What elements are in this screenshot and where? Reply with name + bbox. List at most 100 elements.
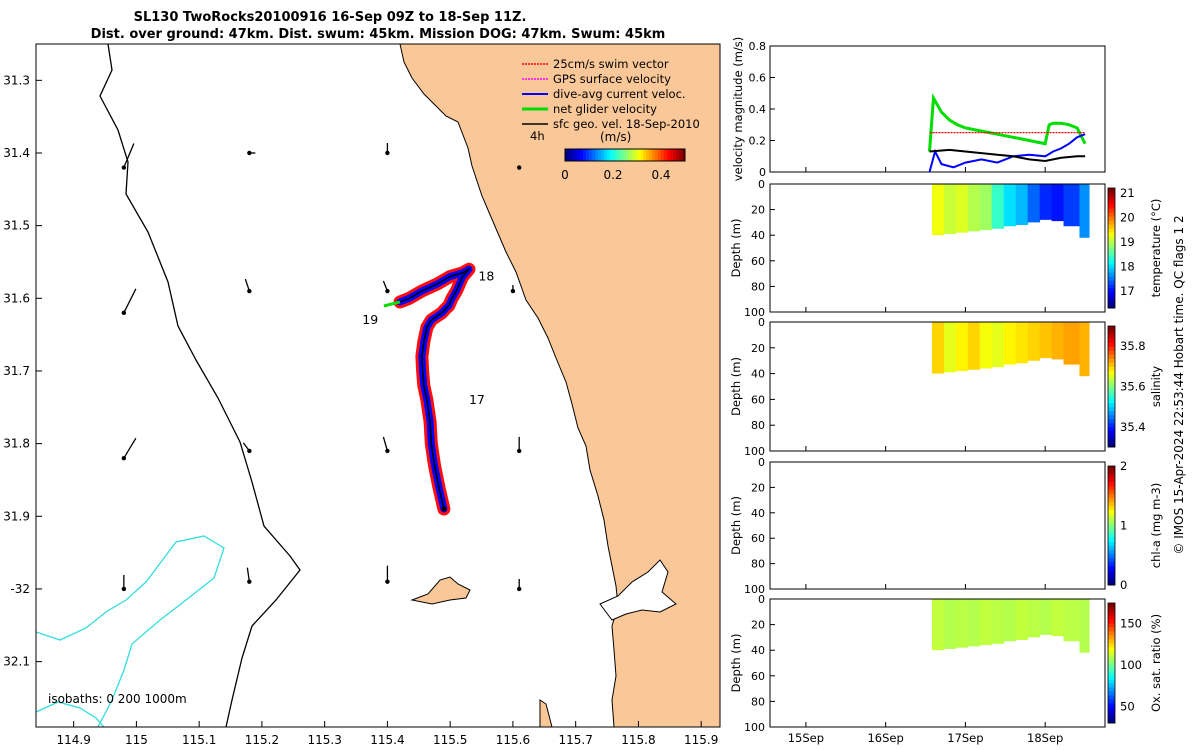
depth-tick-label: 60 [751,255,765,268]
depth-tick-label: 80 [751,280,765,293]
geo-vector-head [121,586,127,592]
section-colorbar-swatch [1108,224,1115,229]
section-colorbar-swatch [1108,711,1115,716]
section-colorbar-swatch [1108,509,1115,515]
section-data-cell [1051,184,1065,222]
geo-vector [246,567,251,582]
colorbar-swatch [658,149,662,161]
section-colorbar-swatch [1108,228,1115,233]
colorbar-swatch [661,149,665,161]
isobath-label: isobaths: 0 200 1000m [48,692,187,706]
day-label: 18 [478,269,494,284]
colorbar-swatch [670,149,674,161]
section-data-cell [1027,184,1041,223]
geo-vector-head [247,288,252,294]
depth-axis-label: Depth (m) [729,496,743,555]
section-colorbar-swatch [1108,342,1115,347]
geo-vector-head [121,455,127,461]
section-colorbar-swatch [1108,366,1115,371]
map-x-tick-label: 115.6 [496,733,530,747]
section-colorbar-swatch [1108,473,1115,479]
section-colorbar-swatch [1108,553,1115,558]
section-colorbar-swatch [1108,663,1115,668]
section-data-cell [967,322,981,370]
legend-gps-label: GPS surface velocity [553,72,671,86]
colorbar-swatch [595,149,599,161]
geo-vector-head [516,448,522,454]
section-data-cell [1015,599,1029,640]
depth-tick-label: 0 [758,456,765,469]
geo-vector-head [247,579,252,584]
map-colorbar: 0 0.2 0.4 [561,148,686,182]
isobath-1000m [36,535,225,727]
section-colorbar-swatch [1108,577,1115,582]
colorbar-swatch [673,149,677,161]
rottnest-island [410,576,471,605]
section-background [770,462,1105,589]
isobath-1000m-lower [36,701,105,727]
velocity-y-tick-label: 0.2 [749,135,767,148]
colorbar-tick-label: 0 [561,168,569,182]
section-colorbar-swatch [1108,338,1115,343]
map-y-tick-label: 31.5 [3,219,30,233]
velocity-y-label: velocity magnitude (m/s) [731,37,745,182]
map-x-tick-label: 115.4 [370,733,404,747]
section-colorbar-swatch [1108,493,1115,499]
colorbar-swatch [607,149,611,161]
colorbar-swatch [655,149,659,161]
colorbar-swatch [682,149,686,161]
section-data-cell [931,184,945,236]
time-tick-label: 18Sep [1027,731,1063,745]
section-colorbar-swatch [1108,691,1115,696]
map-x-tick-label: 115.8 [621,733,655,747]
legend-swim-label: 25cm/s swim vector [553,57,669,71]
depth-tick-label: 100 [744,583,765,596]
depth-tick-label: 80 [751,695,765,708]
map-y-tick-label: -32 [10,582,30,596]
geo-vector-head [247,448,252,454]
section-data-cell [1063,599,1080,642]
section-colorbar-swatch [1108,537,1115,542]
section-colorbar-swatch [1108,533,1115,538]
colorbar-swatch [676,149,680,161]
section-colorbar-swatch [1108,354,1115,359]
map-x-tick-label: 115.1 [182,733,216,747]
section-colorbar-swatch [1108,422,1115,428]
section-colorbar-swatch [1108,240,1115,245]
time-tick-label: 15Sep [788,731,824,745]
section-colorbar-swatch [1108,557,1115,562]
colorbar-tick-label: 0.2 [603,168,622,182]
colorbar-swatch [622,149,626,161]
title-line-2: Dist. over ground: 47km. Dist. swum: 45k… [91,27,666,42]
section-colorbar-swatch [1108,501,1115,507]
section-colorbar-swatch [1108,521,1115,526]
track-start-marker [441,506,447,512]
depth-tick-label: 0 [758,316,765,329]
section-colorbar-swatch [1108,292,1115,297]
section-colorbar-swatch [1108,607,1115,612]
section-colorbar-swatch [1108,252,1115,257]
colorbar-tick-label: 0.4 [651,168,670,182]
section-colorbar-tick-label: 100 [1120,658,1142,672]
depth-tick-label: 80 [751,558,765,571]
section-colorbar-swatch [1108,627,1115,632]
section-data-cell [967,599,981,647]
glider-track [399,268,470,510]
section-colorbar-swatch [1108,264,1115,269]
colorbar-swatch [628,149,632,161]
section-frame [769,183,1106,313]
section-colorbar-tick-label: 21 [1120,186,1135,200]
map-y-tick-label: 31.9 [3,509,30,523]
section-data-cell [1079,322,1090,377]
map-y-tick-label: 31.3 [3,73,30,87]
title-line-1: SL130 TwoRocks20100916 16-Sep 09Z to 18-… [134,10,527,25]
section-colorbar-swatch [1108,378,1115,383]
section-colorbar-swatch [1108,687,1115,692]
section-colorbar-swatch [1108,489,1115,495]
depth-tick-label: 100 [744,306,765,319]
section-colorbar-swatch [1108,565,1115,570]
colorbar-swatch [565,149,569,161]
geo-vector-head [516,165,522,170]
section-colorbar-swatch [1108,561,1115,566]
section-data-cell [991,322,1005,368]
